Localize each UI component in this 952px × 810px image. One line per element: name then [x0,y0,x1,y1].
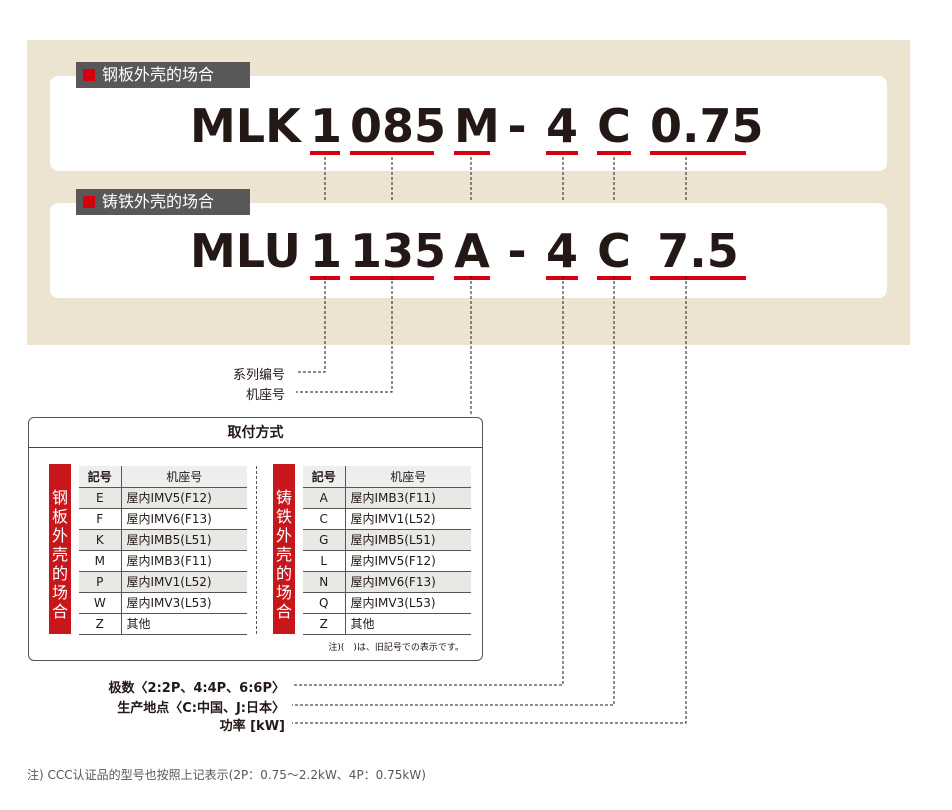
red-underline [310,151,340,155]
mounting-table-frame: 取付方式 钢板外壳的场合 記号 机座号 E 屋内IMV5(F12) F 屋内IMV6(F… [28,417,483,661]
red-underline [597,151,631,155]
steel-code-part: C [597,99,631,153]
cast-model-box [50,203,887,298]
row-code: A [303,487,346,509]
steel-code-part: - [507,99,527,153]
red-underline [454,276,490,280]
frame-label: 机座号 [245,388,285,403]
row-frame: 屋内IMB5(L51) [345,529,471,551]
table-row: Q 屋内IMV3(L53) [303,592,471,614]
row-frame: 屋内IMV3(L53) [345,592,471,614]
cast-code-part: MLU [190,224,301,278]
series-connector [296,157,326,373]
red-underline [546,276,578,280]
row-code: Q [303,592,346,614]
cast-code-part: - [507,224,527,278]
row-frame: 其他 [121,613,247,635]
row-code: K [79,529,122,551]
steel-model-box [50,76,887,171]
origin-label: 生产地点〈C:中国、J:日本〉 [117,701,285,716]
row-frame: 屋内IMV1(L52) [121,571,247,593]
row-code: M [79,550,122,572]
red-underline [546,151,578,155]
steel-code-part: 4 [546,99,579,153]
table-row: A 屋内IMB3(F11) [303,487,471,509]
table-row: E 屋内IMV5(F12) [79,487,247,509]
cast-code-part: 4 [546,224,579,278]
col-code: 記号 [79,466,122,488]
row-code: Z [79,613,122,635]
table-row: F 屋内IMV6(F13) [79,508,247,530]
row-code: W [79,592,122,614]
mounting-title: 取付方式 [29,418,482,448]
power-label: 功率 [kW] [219,719,285,734]
row-frame: 屋内IMV1(L52) [345,508,471,530]
table-row: K 屋内IMB5(L51) [79,529,247,551]
row-frame: 屋内IMB3(F11) [345,487,471,509]
red-underline [650,151,746,155]
red-square-icon [83,69,95,81]
row-frame: 其他 [345,613,471,635]
origin-connector [292,157,615,706]
table-row: C 屋内IMV1(L52) [303,508,471,530]
row-code: C [303,508,346,530]
cast-code-part: 7.5 [657,224,739,278]
row-code: E [79,487,122,509]
row-code: P [79,571,122,593]
footnote: 注) CCC认证品的型号也按照上记表示(2P：0.75～2.2kW、4P：0.7… [27,768,426,782]
table-row: Z 其他 [303,613,471,635]
steel-side-label: 钢板外壳的场合 [49,464,71,634]
steel-code-part: MLK [190,99,301,153]
table-row: N 屋内IMV6(F13) [303,571,471,593]
red-square-icon [83,196,95,208]
row-code: F [79,508,122,530]
table-row: W 屋内IMV3(L53) [79,592,247,614]
table-row: P 屋内IMV1(L52) [79,571,247,593]
steel-tab-label: 钢板外壳的场合 [102,65,215,84]
cast-side-label: 铸铁外壳的场合 [273,464,295,634]
steel-tab: 钢板外壳的场合 [76,62,250,88]
cast-code-part: 135 [350,224,447,278]
divider [256,466,257,634]
steel-code-part: 1 [310,99,343,153]
red-underline [454,151,490,155]
row-code: G [303,529,346,551]
frame-connector [296,157,393,393]
red-underline [350,151,434,155]
steel-code-part: 085 [350,99,447,153]
cast-tab-label: 铸铁外壳的场合 [102,192,215,211]
row-frame: 屋内IMV6(F13) [121,508,247,530]
row-frame: 屋内IMB3(F11) [121,550,247,572]
row-frame: 屋内IMV5(F12) [121,487,247,509]
row-code: N [303,571,346,593]
row-frame: 屋内IMV3(L53) [121,592,247,614]
poles-label: 极数〈2:2P、4:4P、6:6P〉 [108,681,285,696]
row-frame: 屋内IMV6(F13) [345,571,471,593]
cast-code-part: 1 [310,224,343,278]
row-frame: 屋内IMV5(F12) [345,550,471,572]
table-row: L 屋内IMV5(F12) [303,550,471,572]
col-code: 記号 [303,466,346,488]
steel-code-part: 0.75 [650,99,764,153]
table-row: M 屋内IMB3(F11) [79,550,247,572]
row-frame: 屋内IMB5(L51) [121,529,247,551]
cast-code-part: A [454,224,490,278]
cast-code-part: C [597,224,631,278]
col-frame: 机座号 [121,466,247,488]
row-code: L [303,550,346,572]
cast-tab: 铸铁外壳的场合 [76,189,250,215]
col-frame: 机座号 [345,466,471,488]
series-label: 系列编号 [232,368,285,383]
steel-mount-table: 記号 机座号 E 屋内IMV5(F12) F 屋内IMV6(F13) K 屋内IMB5(L5… [79,466,247,635]
poles-connector [292,157,564,686]
table-note: 注)( )は、旧記号での表示です。 [328,643,464,653]
row-code: Z [303,613,346,635]
table-row: Z 其他 [79,613,247,635]
cast-mount-table: 記号 机座号 A 屋内IMB3(F11) C 屋内IMV1(L52) G 屋内IMB5(L5… [303,466,471,635]
power-connector [292,157,687,724]
table-row: G 屋内IMB5(L51) [303,529,471,551]
red-underline [650,276,746,280]
